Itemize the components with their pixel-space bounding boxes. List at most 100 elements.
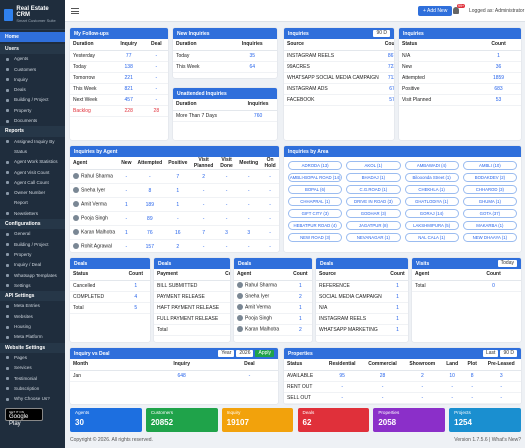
table-row: INSTAGRAM ADS 67 xyxy=(284,83,394,95)
nav-item[interactable]: Home xyxy=(0,32,65,42)
area-tag[interactable]: BHADAJ (1) xyxy=(346,173,401,182)
stat-tile[interactable]: Agents 30 xyxy=(70,408,142,432)
control[interactable]: Apply xyxy=(255,350,274,357)
area-tag[interactable]: C.G.ROAD (1) xyxy=(346,185,401,194)
area-tag[interactable]: CHHAROD (3) xyxy=(462,185,517,194)
table-cell: New xyxy=(399,61,477,73)
area-tag[interactable]: AMBLI-BOPAL ROAD (14) xyxy=(288,173,343,182)
area-tag[interactable]: GORAJ (14) xyxy=(404,209,459,218)
table-cell: Amit Verma xyxy=(234,302,289,314)
user-menu[interactable]: Logged as: Administrator xyxy=(469,8,525,14)
nav-item[interactable]: Newsletters xyxy=(0,209,65,219)
nav-item[interactable]: Deals xyxy=(0,85,65,95)
footer-version[interactable]: Version 1.7.5.6 | What's New? xyxy=(454,437,521,443)
area-tag[interactable]: HEBATPUR ROAD (4) xyxy=(288,221,343,230)
table-cell: Jan xyxy=(70,370,143,382)
area-tag[interactable]: NEW ROAD (3) xyxy=(288,233,343,242)
control[interactable]: Today xyxy=(497,260,517,267)
table-row: Sneha Iyer - 8 1 - - - - xyxy=(70,183,279,198)
panel-controls: 90 D xyxy=(373,30,390,37)
cell-text: - xyxy=(125,187,128,194)
nav-item[interactable]: Agent Work Statistics xyxy=(0,157,65,167)
cell-text: - xyxy=(248,372,251,379)
stat-tile[interactable]: Customers 20852 xyxy=(145,408,218,432)
nav-item[interactable]: Assigned Inquiry By Status xyxy=(0,137,65,158)
nav-item[interactable]: Agent Visit Count xyxy=(0,168,65,178)
nav-item[interactable]: Inquiry xyxy=(0,75,65,85)
panel: Deals Source Count REFERENCE 1 SOCIAL MEDIA C… xyxy=(316,258,408,342)
cell-text: 1 xyxy=(396,304,399,311)
area-tag[interactable]: NEW DHAAYA (1) xyxy=(462,233,517,242)
google-play-badge[interactable]: GET IT ON Google Play xyxy=(5,408,43,427)
area-tag[interactable]: JAGATPUR (8) xyxy=(346,221,401,230)
nav-section[interactable]: Configurations xyxy=(0,219,65,230)
nav-item[interactable]: Pages xyxy=(0,353,65,363)
area-tag[interactable]: NAL CALA (1) xyxy=(404,233,459,242)
area-tag[interactable]: GHUMA (1) xyxy=(462,197,517,206)
nav-item[interactable]: Property xyxy=(0,250,65,260)
nav-item[interactable]: Documents xyxy=(0,116,65,126)
nav-item[interactable]: Why Choose Us? xyxy=(0,394,65,404)
nav-item[interactable]: Whatsapp Templates xyxy=(0,271,65,281)
area-tag[interactable]: CHEKHLA (1) xyxy=(404,185,459,194)
column-header: Deal xyxy=(220,359,278,371)
nav-item[interactable]: Websites xyxy=(0,312,65,322)
nav-item[interactable]: Agents xyxy=(0,54,65,64)
nav-item[interactable]: Services xyxy=(0,363,65,373)
nav-item[interactable]: Building / Project xyxy=(0,95,65,105)
nav-section[interactable]: Reports xyxy=(0,126,65,137)
area-tag[interactable]: Bilooonda Street (1) xyxy=(404,173,459,182)
area-tag[interactable]: GIFT CITY (3) xyxy=(288,209,343,218)
table-cell: 1 xyxy=(386,324,408,336)
area-tag[interactable]: AMBLI (10) xyxy=(462,161,517,170)
control[interactable]: Last xyxy=(482,350,499,357)
nav-item[interactable]: Meta Platform xyxy=(0,332,65,342)
area-tag[interactable]: BOPAL (6) xyxy=(288,185,343,194)
nav-item[interactable]: Owner Number Report xyxy=(0,188,65,209)
cell-text: Amit Verma xyxy=(81,201,107,208)
area-tag[interactable]: CHHAPRAL (1) xyxy=(288,197,343,206)
nav-item[interactable]: Customers xyxy=(0,65,65,75)
control[interactable]: Year xyxy=(218,350,235,357)
table-cell: WHATSAPP MARKETING xyxy=(316,324,387,336)
area-tag[interactable]: LAKSHMIPURA (5) xyxy=(404,221,459,230)
menu-toggle[interactable] xyxy=(71,8,79,14)
nav-item[interactable]: Inquiry / Deal xyxy=(0,260,65,270)
area-tag[interactable]: DRIVE IN ROAD (3) xyxy=(346,197,401,206)
nav-item[interactable]: General xyxy=(0,229,65,239)
stat-tile[interactable]: Inquiry 19107 xyxy=(221,408,294,432)
control[interactable]: 2026 xyxy=(236,350,254,357)
panel-header: Deals xyxy=(154,258,230,269)
column-header: Commercial xyxy=(361,359,404,371)
nav-section[interactable]: Website Settings xyxy=(0,342,65,353)
stat-tile[interactable]: Projects 1254 xyxy=(449,408,521,432)
area-tag[interactable]: AKOL (1) xyxy=(346,161,401,170)
add-new-button[interactable]: + Add New xyxy=(418,6,453,16)
area-tag[interactable]: GHATLODIYA (1) xyxy=(404,197,459,206)
area-tag[interactable]: MAKARBA (1) xyxy=(462,221,517,230)
nav-section[interactable]: Users xyxy=(0,44,65,55)
area-tag[interactable]: GOTA (37) xyxy=(462,209,517,218)
nav-item[interactable]: Housing xyxy=(0,322,65,332)
area-tag[interactable]: GODHAR (3) xyxy=(346,209,401,218)
nav-item[interactable]: Subscription xyxy=(0,384,65,394)
area-tag[interactable]: NEVANAGAR (1) xyxy=(346,233,401,242)
cell-text: - xyxy=(247,173,250,180)
nav-item[interactable]: Settings xyxy=(0,281,65,291)
nav-item[interactable]: Property xyxy=(0,106,65,116)
table-cell: 157 xyxy=(134,239,166,252)
stat-tile[interactable]: Properties 2058 xyxy=(373,408,446,432)
nav-item[interactable]: Agent Call Count xyxy=(0,178,65,188)
notification-bell[interactable] xyxy=(453,7,459,14)
control[interactable]: 90 D xyxy=(373,30,390,37)
nav-item[interactable]: Meta Entries xyxy=(0,301,65,311)
nav-section[interactable]: API Settings xyxy=(0,291,65,302)
cell-text: 1 xyxy=(298,304,302,311)
area-tag[interactable]: ADRODA (13) xyxy=(288,161,343,170)
control[interactable]: 90 D xyxy=(500,350,517,357)
nav-item[interactable]: Testimonial xyxy=(0,374,65,384)
nav-item[interactable]: Building / Project xyxy=(0,240,65,250)
area-tag[interactable]: BODAKDEV (2) xyxy=(462,173,517,182)
stat-tile[interactable]: Deals 62 xyxy=(297,408,370,432)
area-tag[interactable]: AMBAWADI (4) xyxy=(404,161,459,170)
